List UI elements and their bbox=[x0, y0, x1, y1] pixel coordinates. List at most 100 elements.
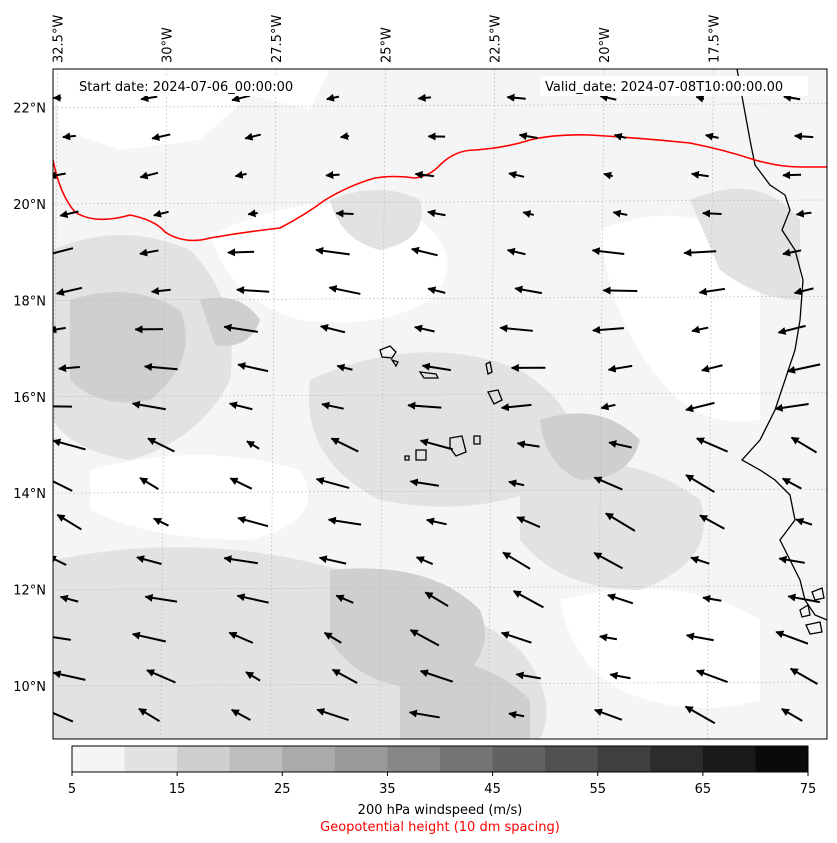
wind-arrow bbox=[506, 247, 526, 256]
colorbar-tick-label: 75 bbox=[800, 782, 817, 797]
valid-date-label: Valid_date: 2024-07-08T10:00:00.00 bbox=[545, 80, 783, 95]
start-date-label: Start date: 2024-07-06_00:00:00 bbox=[79, 80, 293, 95]
colorbar-tick-label: 15 bbox=[169, 782, 186, 797]
wind-arrow bbox=[335, 209, 354, 218]
wind-arrow bbox=[53, 247, 74, 255]
colorbar-swatch bbox=[124, 746, 178, 772]
wind-arrow bbox=[783, 93, 801, 102]
wind-arrow bbox=[247, 209, 258, 218]
wind-arrow bbox=[53, 171, 66, 180]
wind-arrow bbox=[609, 671, 631, 680]
colorbar-swatch bbox=[755, 746, 809, 772]
wind-arrow bbox=[502, 551, 531, 570]
wind-arrow bbox=[315, 246, 350, 256]
wind-arrow bbox=[591, 247, 625, 256]
colorbar-swatch bbox=[229, 746, 283, 772]
colorbar-tick-label: 25 bbox=[274, 782, 291, 797]
wind-arrow bbox=[409, 629, 440, 647]
wind-arrow bbox=[237, 516, 269, 528]
wind-arrow bbox=[330, 437, 359, 453]
longitude-label: 17.5°W bbox=[707, 15, 722, 63]
colorbar-ticks: 5 15 25 35 45 55 65 75 bbox=[68, 772, 816, 797]
wind-arrow bbox=[699, 514, 725, 530]
wind-arrow bbox=[512, 590, 544, 609]
wind-arrow bbox=[522, 210, 534, 218]
wind-arrow bbox=[690, 170, 709, 179]
windspeed-shading bbox=[53, 69, 827, 739]
wind-arrow bbox=[603, 171, 613, 180]
wind-arrow bbox=[508, 479, 525, 488]
wind-arrow bbox=[695, 94, 705, 103]
wind-arrow bbox=[146, 669, 176, 684]
wind-vectors bbox=[53, 93, 821, 725]
parallel-line bbox=[53, 585, 827, 590]
wind-arrow bbox=[53, 480, 73, 492]
longitude-label: 27.5°W bbox=[270, 15, 285, 63]
colorbar-swatch bbox=[177, 746, 231, 772]
wind-arrow bbox=[683, 248, 717, 257]
colorbar-swatch bbox=[282, 746, 336, 772]
wind-arrow bbox=[407, 401, 442, 410]
wind-arrow bbox=[775, 630, 809, 645]
wind-arrow bbox=[335, 594, 354, 604]
wind-arrow bbox=[223, 323, 258, 333]
map-panel: Start date: 2024-07-06_00:00:00 Valid_da… bbox=[52, 68, 828, 740]
wind-arrow bbox=[237, 362, 269, 373]
latitude-label: 22°N bbox=[13, 102, 46, 117]
latitude-label: 10°N bbox=[13, 680, 46, 695]
wind-arrow bbox=[53, 711, 74, 723]
wind-arrow bbox=[325, 171, 340, 180]
wind-arrow bbox=[131, 400, 166, 411]
latitude-label: 14°N bbox=[13, 487, 46, 502]
colorbar-swatch bbox=[334, 746, 388, 772]
wind-arrow bbox=[427, 286, 446, 295]
wind-arrow bbox=[53, 636, 71, 641]
wind-arrow bbox=[53, 438, 86, 451]
wind-arrow bbox=[691, 325, 709, 334]
wind-arrow bbox=[613, 132, 627, 141]
wind-arrow bbox=[153, 209, 169, 218]
longitude-label: 32.5°W bbox=[51, 15, 66, 63]
wind-arrow bbox=[608, 440, 632, 449]
latitude-label: 18°N bbox=[13, 294, 46, 309]
wind-arrow bbox=[508, 171, 525, 179]
wind-arrow bbox=[244, 132, 261, 141]
wind-arrow bbox=[151, 133, 171, 141]
wind-arrow bbox=[782, 248, 802, 257]
wind-arrow bbox=[150, 287, 171, 295]
wind-arrow bbox=[612, 209, 628, 218]
wind-arrow bbox=[704, 132, 719, 141]
wind-arrow bbox=[316, 708, 349, 722]
wind-arrow bbox=[599, 93, 617, 102]
wind-arrow bbox=[230, 708, 251, 721]
wind-arrow bbox=[59, 210, 79, 218]
wind-arrow bbox=[696, 669, 728, 683]
wind-arrow bbox=[415, 556, 434, 566]
colorbar-tick-label: 65 bbox=[695, 782, 712, 797]
wind-arrow bbox=[321, 401, 344, 410]
wind-arrow bbox=[327, 516, 362, 526]
wind-arrow bbox=[793, 287, 814, 296]
parallel-line bbox=[53, 681, 827, 687]
wind-arrow bbox=[223, 555, 258, 565]
wind-arrow bbox=[593, 476, 623, 491]
wind-arrow bbox=[500, 403, 532, 412]
longitude-label: 22.5°W bbox=[489, 15, 504, 63]
valid-date-box bbox=[540, 76, 808, 96]
wind-arrow bbox=[59, 594, 79, 603]
wind-arrow bbox=[605, 512, 636, 532]
wind-arrow bbox=[138, 707, 161, 722]
wind-arrow bbox=[227, 248, 255, 257]
colorbar-label: 200 hPa windspeed (m/s) bbox=[358, 803, 523, 818]
wind-arrow bbox=[696, 437, 729, 453]
wind-arrow bbox=[592, 325, 624, 334]
wind-arrow bbox=[62, 132, 76, 141]
wind-arrow bbox=[787, 363, 821, 374]
wind-arrow bbox=[56, 513, 82, 531]
wind-arrow bbox=[136, 555, 162, 565]
parallel-line bbox=[53, 296, 827, 301]
colorbar-tick-label: 45 bbox=[484, 782, 501, 797]
wind-arrow bbox=[143, 363, 178, 372]
gridlines bbox=[53, 69, 827, 739]
